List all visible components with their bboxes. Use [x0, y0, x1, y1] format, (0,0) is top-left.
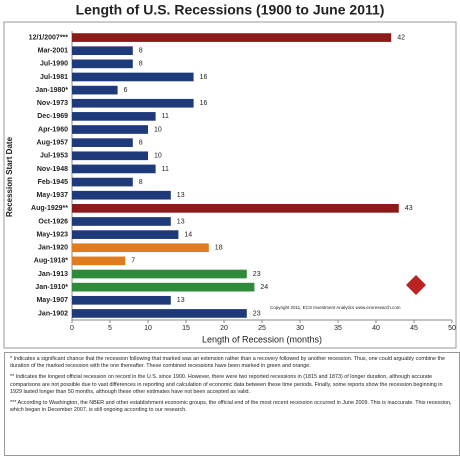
bar [72, 59, 133, 69]
x-tick-label: 5 [108, 325, 112, 332]
x-tick-label: 25 [258, 325, 266, 332]
y-axis-label: Recession Start Date [5, 136, 14, 217]
y-tick-label: Nov-1948 [37, 166, 68, 173]
bar [72, 256, 126, 266]
x-tick-label: 30 [296, 325, 304, 332]
y-tick-label: Jan-1920 [38, 245, 68, 252]
bar [72, 164, 156, 174]
y-tick-label: Oct-1926 [38, 218, 68, 225]
bar [72, 309, 247, 318]
x-axis-label: Length of Recession (months) [202, 334, 322, 344]
logo [406, 275, 426, 295]
y-tick-label: Jul-1981 [40, 74, 68, 81]
value-label: 8 [139, 48, 143, 55]
x-tick-label: 35 [334, 325, 342, 332]
value-label: 10 [154, 126, 162, 133]
value-label: 23 [253, 271, 261, 278]
bar [72, 243, 209, 253]
y-tick-label: May-1937 [36, 192, 68, 199]
bar [72, 190, 171, 200]
y-tick-label: Apr-1960 [38, 126, 68, 133]
x-tick-label: 15 [182, 325, 190, 332]
note: *** According to Washington, the NBER an… [10, 400, 452, 414]
value-label: 11 [162, 166, 169, 173]
value-label: 14 [184, 231, 192, 238]
y-tick-label: Dec-1969 [37, 113, 68, 120]
copyright: Copyright 2011, ECS Investment Analytics… [270, 305, 401, 310]
note: ** Indicates the longest official recess… [10, 374, 443, 395]
y-tick-label: Jan-1980* [35, 87, 68, 94]
bar [72, 217, 171, 226]
bar [72, 85, 118, 95]
value-label: 24 [260, 284, 268, 291]
value-label: 7 [131, 258, 135, 265]
y-tick-label: Nov-1973 [37, 100, 68, 107]
value-label: 8 [139, 61, 143, 68]
bar [72, 33, 392, 42]
chart: Length of U.S. Recessions (1900 to June … [3, 2, 457, 349]
value-label: 13 [177, 297, 185, 304]
value-label: 42 [397, 34, 405, 41]
bar [72, 230, 179, 239]
chart-title: Length of U.S. Recessions (1900 to June … [76, 2, 385, 18]
x-tick-label: 10 [144, 325, 152, 332]
bar [72, 269, 247, 279]
y-tick-label: May-1907 [36, 297, 68, 304]
note: * Indicates a significant chance that th… [10, 356, 445, 370]
bar [72, 204, 399, 213]
value-label: 8 [139, 179, 143, 186]
bar [72, 151, 148, 161]
y-tick-label: Aug-1929** [31, 205, 68, 212]
y-tick-label: Jan-1910* [35, 284, 68, 291]
x-tick-label: 40 [372, 325, 380, 332]
bar [72, 112, 156, 121]
value-label: 16 [200, 74, 208, 81]
y-tick-label: Jul-1953 [40, 153, 68, 160]
bar [72, 46, 133, 56]
value-label: 8 [139, 140, 143, 147]
bar [72, 177, 133, 187]
bar [72, 98, 194, 108]
y-tick-label: Jan-1913 [38, 271, 68, 278]
y-tick-label: May-1923 [36, 231, 68, 238]
y-tick-label: Aug-1918* [34, 258, 69, 265]
x-tick-label: 20 [220, 325, 228, 332]
value-label: 18 [215, 245, 223, 252]
value-label: 13 [177, 192, 185, 199]
bar [72, 72, 194, 82]
bar [72, 295, 171, 305]
x-tick-label: 45 [410, 325, 418, 332]
bar [72, 125, 148, 134]
bar [72, 138, 133, 147]
value-label: 13 [177, 218, 185, 225]
value-label: 43 [405, 205, 413, 212]
y-tick-label: Mar-2001 [38, 48, 68, 55]
value-label: 16 [200, 100, 208, 107]
value-label: 11 [162, 113, 169, 120]
value-label: 23 [253, 310, 261, 317]
chart-frame [3, 21, 457, 349]
notes-box: * Indicates a significant chance that th… [4, 352, 460, 456]
y-tick-label: Aug-1957 [36, 140, 68, 147]
x-tick-label: 0 [70, 325, 74, 332]
value-label: 10 [154, 153, 162, 160]
y-tick-label: Feb-1945 [38, 179, 68, 186]
bar [72, 282, 255, 292]
y-tick-label: 12/1/2007*** [29, 34, 69, 41]
x-tick-label: 50 [448, 325, 456, 332]
y-tick-label: Jan-1902 [38, 310, 68, 317]
value-label: 6 [124, 87, 128, 94]
y-tick-label: Jul-1990 [40, 61, 68, 68]
